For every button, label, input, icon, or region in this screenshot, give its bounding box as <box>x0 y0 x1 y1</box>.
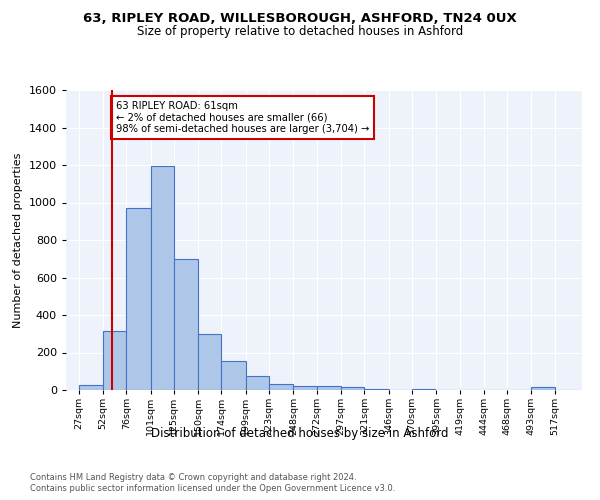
Bar <box>293 386 317 390</box>
Bar <box>317 386 341 390</box>
Text: Contains public sector information licensed under the Open Government Licence v3: Contains public sector information licen… <box>30 484 395 493</box>
Text: 63, RIPLEY ROAD, WILLESBOROUGH, ASHFORD, TN24 0UX: 63, RIPLEY ROAD, WILLESBOROUGH, ASHFORD,… <box>83 12 517 26</box>
Text: 63 RIPLEY ROAD: 61sqm
← 2% of detached houses are smaller (66)
98% of semi-detac: 63 RIPLEY ROAD: 61sqm ← 2% of detached h… <box>116 101 369 134</box>
Bar <box>364 389 389 390</box>
Bar <box>269 384 293 390</box>
Text: Size of property relative to detached houses in Ashford: Size of property relative to detached ho… <box>137 25 463 38</box>
Bar <box>341 387 364 390</box>
Bar <box>103 331 126 390</box>
Bar <box>126 208 151 390</box>
Text: Distribution of detached houses by size in Ashford: Distribution of detached houses by size … <box>151 428 449 440</box>
Bar <box>79 386 103 390</box>
Bar <box>198 334 221 390</box>
Bar <box>532 387 555 390</box>
Bar <box>412 389 435 390</box>
Y-axis label: Number of detached properties: Number of detached properties <box>13 152 23 328</box>
Bar <box>174 259 198 390</box>
Bar <box>151 166 174 390</box>
Text: Contains HM Land Registry data © Crown copyright and database right 2024.: Contains HM Land Registry data © Crown c… <box>30 472 356 482</box>
Bar <box>221 361 246 390</box>
Bar <box>246 376 269 390</box>
